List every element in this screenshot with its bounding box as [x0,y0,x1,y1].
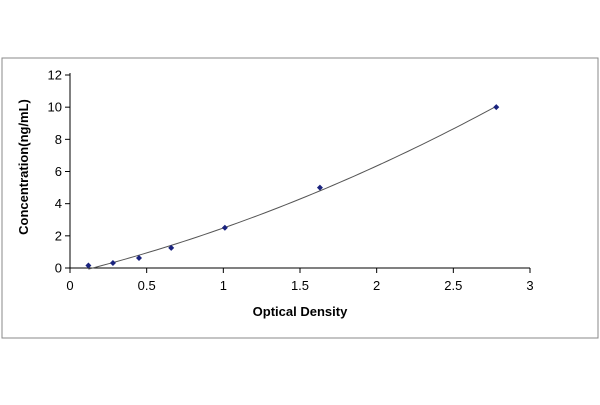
x-tick-label: 1 [220,278,227,293]
trend-curve [88,105,497,270]
x-tick-label: 3 [526,278,533,293]
data-point [221,224,228,231]
x-axis-title: Optical Density [253,304,348,319]
y-tick-label: 0 [55,261,62,276]
trend-line [88,105,497,270]
data-point [136,254,142,261]
data-point [109,259,116,266]
data-points [85,104,500,269]
x-tick-label: 0 [66,278,73,293]
y-tick-label: 4 [55,196,62,211]
y-tick-label: 2 [55,228,62,243]
y-tick-label: 12 [48,68,62,83]
y-tick-label: 8 [55,132,62,147]
x-tick-label: 1.5 [291,278,309,293]
y-tick-label: 6 [55,164,62,179]
data-point [168,244,175,251]
data-point [493,104,500,111]
y-axis-title: Concentration(ng/mL) [16,99,31,235]
x-tick-label: 0.5 [138,278,156,293]
data-point [85,262,92,269]
x-tick-label: 2.5 [444,278,462,293]
chart-frame [1,57,599,339]
data-point [316,184,323,191]
x-tick-label: 2 [373,278,380,293]
y-tick-label: 10 [48,100,62,115]
x-axis-ticks: 0 0.5 1 1.5 2 2.5 3 [66,268,534,293]
y-axis-ticks: 0 2 4 6 8 10 12 [48,68,70,276]
